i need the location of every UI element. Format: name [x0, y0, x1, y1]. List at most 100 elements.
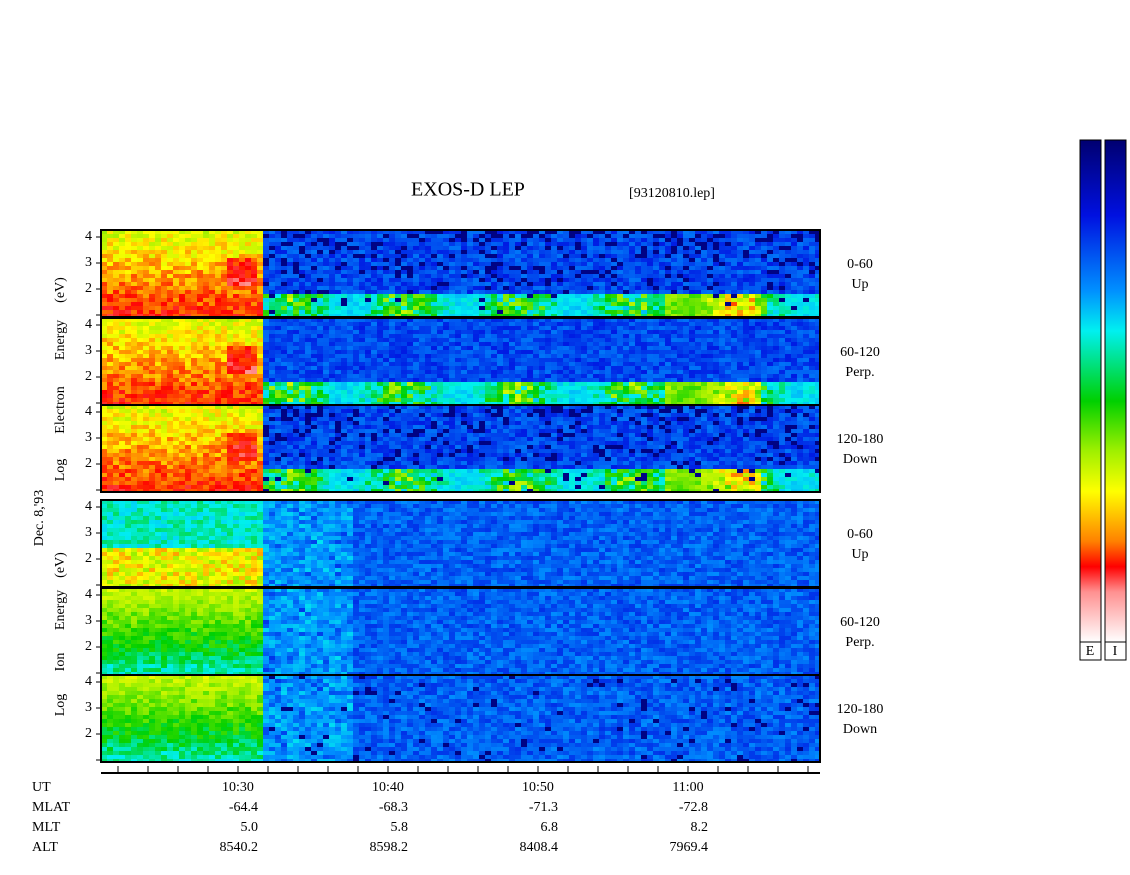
spectrogram-cell: [707, 238, 713, 242]
spectrogram-cell: [425, 246, 431, 250]
spectrogram-cell: [491, 394, 497, 398]
spectrogram-cell: [137, 362, 143, 366]
spectrogram-cell: [125, 294, 131, 298]
spectrogram-cell: [383, 386, 389, 390]
spectrogram-cell: [365, 346, 371, 350]
spectrogram-cell: [227, 334, 233, 338]
spectrogram-cell: [353, 330, 359, 334]
spectrogram-cell: [293, 326, 299, 330]
spectrogram-cell: [191, 382, 197, 386]
spectrogram-cell: [239, 334, 245, 338]
spectrogram-cell: [233, 266, 239, 270]
spectrogram-cell: [113, 290, 119, 294]
spectrogram-cell: [143, 358, 149, 362]
spectrogram-cell: [539, 254, 545, 258]
spectrogram-cell: [281, 282, 287, 286]
spectrogram-cell: [623, 246, 629, 250]
spectrogram-cell: [491, 326, 497, 330]
spectrogram-cell: [389, 242, 395, 246]
spectrogram-cell: [251, 258, 257, 262]
spectrogram-cell: [509, 334, 515, 338]
spectrogram-cell: [689, 346, 695, 350]
spectrogram-cell: [281, 326, 287, 330]
spectrogram-cell: [311, 342, 317, 346]
spectrogram-cell: [281, 354, 287, 358]
spectrogram-cell: [497, 234, 503, 238]
spectrogram-cell: [815, 250, 821, 254]
spectrogram-cell: [299, 234, 305, 238]
spectrogram-cell: [665, 390, 671, 394]
spectrogram-cell: [617, 350, 623, 354]
spectrogram-cell: [527, 266, 533, 270]
spectrogram-cell: [191, 354, 197, 358]
spectrogram-cell: [485, 234, 491, 238]
spectrogram-cell: [233, 334, 239, 338]
spectrogram-cell: [197, 374, 203, 378]
spectrogram-cell: [569, 242, 575, 246]
spectrogram-cell: [635, 350, 641, 354]
spectrogram-cell: [239, 362, 245, 366]
spectrogram-cell: [137, 386, 143, 390]
spectrogram-cell: [371, 234, 377, 238]
spectrogram-cell: [743, 366, 749, 370]
spectrogram-cell: [365, 250, 371, 254]
spectrogram-cell: [617, 390, 623, 394]
spectrogram-cell: [443, 346, 449, 350]
spectrogram-cell: [809, 250, 815, 254]
spectrogram-cell: [815, 266, 821, 270]
spectrogram-cell: [185, 282, 191, 286]
spectrogram-cell: [527, 394, 533, 398]
spectrogram-cell: [425, 366, 431, 370]
spectrogram-cell: [515, 394, 521, 398]
spectrogram-cell: [653, 374, 659, 378]
spectrogram-cell: [215, 378, 221, 382]
spectrogram-cell: [317, 274, 323, 278]
spectrogram-cell: [767, 266, 773, 270]
spectrogram-cell: [521, 390, 527, 394]
spectrogram-cell: [341, 302, 347, 306]
spectrogram-cell: [431, 246, 437, 250]
spectrogram-cell: [503, 326, 509, 330]
spectrogram-cell: [599, 334, 605, 338]
spectrogram-cell: [335, 258, 341, 262]
spectrogram-cell: [767, 310, 773, 314]
spectrogram-cell: [233, 338, 239, 342]
spectrogram-cell: [725, 334, 731, 338]
spectrogram-cell: [647, 386, 653, 390]
spectrogram-cell: [629, 238, 635, 242]
spectrogram-cell: [197, 382, 203, 386]
spectrogram-cell: [419, 330, 425, 334]
spectrogram-cell: [455, 366, 461, 370]
spectrogram-cell: [143, 354, 149, 358]
spectrogram-cell: [353, 294, 359, 298]
spectrogram-cell: [713, 302, 719, 306]
spectrogram-cell: [779, 242, 785, 246]
spectrogram-cell: [419, 350, 425, 354]
spectrogram-cell: [293, 354, 299, 358]
spectrogram-cell: [125, 394, 131, 398]
spectrogram-cell: [503, 270, 509, 274]
spectrogram-cell: [419, 270, 425, 274]
spectrogram-cell: [623, 366, 629, 370]
spectrogram-cell: [761, 342, 767, 346]
spectrogram-cell: [137, 294, 143, 298]
spectrogram-cell: [413, 330, 419, 334]
spectrogram-cell: [239, 354, 245, 358]
spectrogram-cell: [437, 350, 443, 354]
spectrogram-cell: [371, 330, 377, 334]
spectrogram-cell: [767, 258, 773, 262]
spectrogram-cell: [623, 266, 629, 270]
spectrogram-cell: [467, 302, 473, 306]
spectrogram-cell: [107, 378, 113, 382]
spectrogram-cell: [323, 382, 329, 386]
spectrogram-cell: [503, 306, 509, 310]
spectrogram-cell: [491, 334, 497, 338]
spectrogram-cell: [497, 362, 503, 366]
spectrogram-cell: [695, 306, 701, 310]
spectrogram-cell: [731, 254, 737, 258]
spectrogram-cell: [263, 254, 269, 258]
spectrogram-cell: [647, 342, 653, 346]
spectrogram-cell: [317, 358, 323, 362]
spectrogram-cell: [701, 366, 707, 370]
spectrogram-cell: [611, 326, 617, 330]
